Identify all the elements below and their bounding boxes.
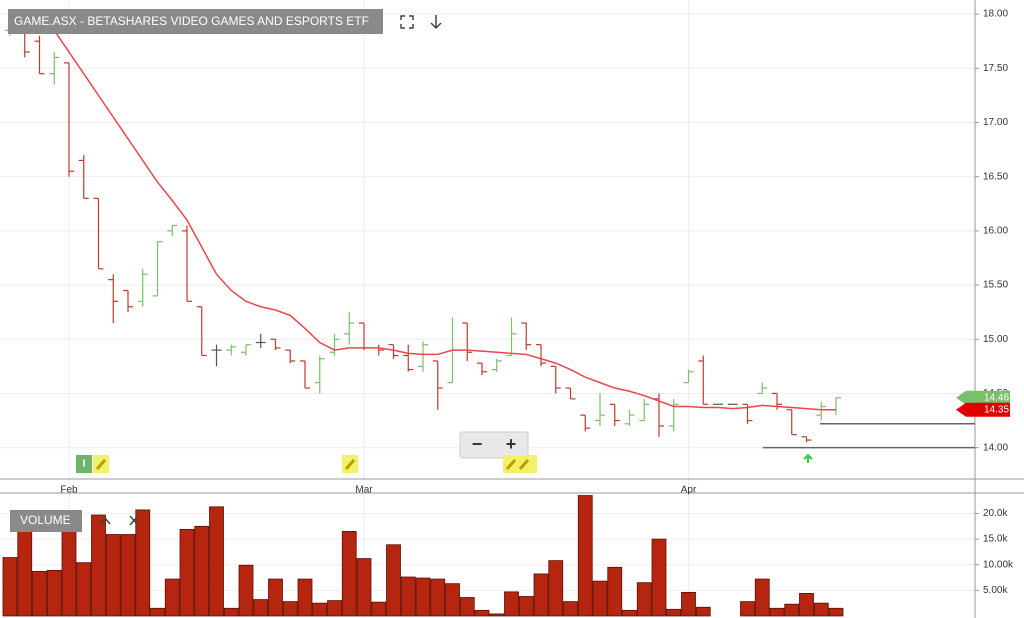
volume-bar [223, 607, 239, 617]
note-icons[interactable] [93, 455, 537, 473]
volume-bar [563, 601, 578, 617]
volume-bar [607, 566, 623, 617]
y-tick-label: 16.00 [983, 226, 1008, 237]
y-tick-label: 18.00 [983, 9, 1008, 20]
volume-bar [754, 578, 770, 617]
volume-bar [194, 525, 210, 617]
zoom-in-button[interactable]: + [506, 434, 517, 454]
volume-bar [740, 601, 755, 617]
price-tag [956, 402, 1010, 417]
volume-bar [518, 596, 534, 617]
marks [2, 13, 844, 617]
volume-bar [400, 576, 416, 617]
x-tick-label: Feb [60, 485, 78, 496]
volume-bar [651, 538, 667, 617]
volume-bar [17, 525, 33, 617]
zoom-out-button[interactable]: − [472, 434, 483, 454]
volume-bar [799, 593, 814, 617]
volume-bar [828, 607, 844, 617]
y-tick-label: 16.50 [983, 171, 1008, 182]
volume-bar [489, 613, 505, 617]
volume-bar [769, 607, 785, 617]
volume-title-box [10, 510, 82, 532]
volume-bar [813, 602, 829, 617]
volume-bar [312, 602, 328, 617]
grid [0, 0, 975, 618]
volume-bar [459, 597, 475, 617]
volume-bar [209, 506, 224, 617]
x-tick-label: Mar [355, 485, 373, 496]
volume-bar [164, 578, 180, 617]
volume-bar [636, 582, 652, 617]
volume-bar [150, 607, 165, 617]
volume-bar [297, 578, 313, 617]
volume-bar [356, 558, 372, 617]
event-marker[interactable] [76, 455, 92, 473]
x-tick-label: Apr [681, 485, 697, 496]
volume-bar [91, 514, 106, 617]
y-tick-label: 10.00k [983, 559, 1014, 570]
volume-bar [622, 609, 637, 617]
title-box [8, 9, 383, 34]
volume-bar [268, 578, 283, 617]
zoom-controls [459, 431, 529, 459]
volume-bar [474, 609, 490, 617]
volume-bar [2, 557, 18, 617]
y-tick-label: 20.0k [983, 508, 1008, 519]
volume-bar [666, 608, 682, 617]
volume-bar [105, 534, 121, 617]
volume-bar [282, 601, 298, 617]
volume-bar [681, 591, 696, 617]
moving-average-line [38, 13, 836, 411]
expand-icon[interactable] [400, 15, 414, 29]
y-tick-label: 15.50 [983, 280, 1008, 291]
y-tick-label: 17.50 [983, 63, 1008, 74]
volume-bar [253, 599, 269, 617]
chart-title: GAME.ASX - BETASHARES VIDEO GAMES AND ES… [14, 14, 369, 28]
volume-bar [504, 591, 519, 617]
y-tick-label: 5.00k [983, 585, 1008, 596]
volume-bar [61, 525, 77, 617]
y-tick-label: 14.00 [983, 442, 1008, 453]
volume-bar [430, 578, 446, 617]
volume-bar [386, 544, 401, 617]
y-tick-label: 15.00 [983, 334, 1008, 345]
price-tag-label: 14.35 [984, 404, 1009, 415]
price-tag [956, 390, 1010, 405]
y-tick-label: 15.0k [983, 534, 1008, 545]
price-tag-label: 14.46 [984, 392, 1009, 403]
volume-bar [238, 564, 254, 617]
volume-bar [371, 601, 387, 617]
volume-bar [577, 495, 593, 617]
volume-bar [533, 573, 549, 617]
volume-bar [341, 531, 357, 617]
panel-icons[interactable] [99, 515, 139, 526]
volume-bar [784, 603, 800, 617]
volume-bar [592, 580, 608, 617]
volume-bar [46, 569, 62, 617]
volume-bar [135, 509, 151, 617]
alert-arrow [803, 453, 813, 463]
volume-bar [76, 562, 92, 617]
volume-bar [179, 528, 195, 617]
volume-bar [32, 570, 47, 617]
volume-bar [120, 534, 136, 617]
download-icon[interactable] [430, 15, 442, 30]
volume-bar [445, 583, 460, 617]
volume-bar [415, 577, 431, 617]
volume-title: VOLUME [20, 513, 71, 527]
volume-bar [548, 560, 564, 617]
event-label: I [83, 459, 86, 470]
volume-bar [327, 600, 342, 617]
volume-bar [695, 606, 711, 617]
y-tick-label: 17.00 [983, 117, 1008, 128]
